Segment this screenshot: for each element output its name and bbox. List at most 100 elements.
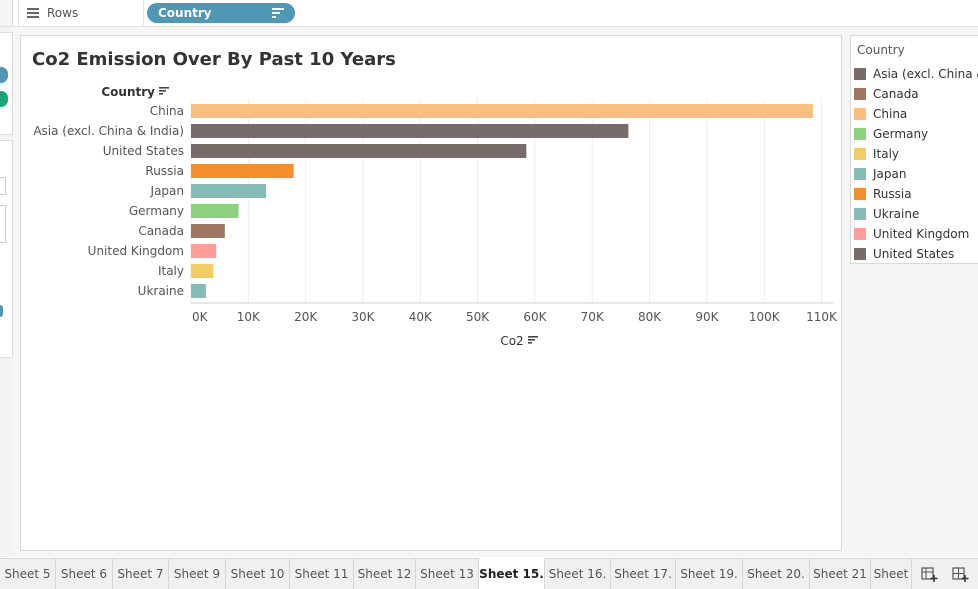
category-label: Ukraine <box>138 284 184 298</box>
bar[interactable] <box>191 164 294 178</box>
category-label: China <box>150 104 184 118</box>
left-panel-card-1 <box>0 32 13 135</box>
new-worksheet-icon[interactable] <box>920 565 938 583</box>
x-tick-label: 100K <box>749 310 781 324</box>
category-label: Germany <box>129 204 184 218</box>
chart-title: Co2 Emission Over By Past 10 Years <box>32 49 396 70</box>
bar[interactable] <box>191 184 267 198</box>
category-label: Italy <box>158 264 184 278</box>
left-panel-control-2[interactable] <box>0 205 6 243</box>
rows-shelf-label: Rows <box>18 0 144 26</box>
legend-item[interactable]: United Kingdom <box>854 224 969 244</box>
country-pill-label: Country <box>158 6 212 20</box>
legend-item[interactable]: China <box>854 104 907 124</box>
sheet-tab[interactable]: Sheet 6 <box>56 559 113 589</box>
sheet-tab[interactable]: Sheet 7 <box>113 559 169 589</box>
sheet-tab[interactable]: Sheet 10 <box>226 559 290 589</box>
x-tick-label: 10K <box>237 310 261 324</box>
sheet-tab[interactable]: Sheet 17. <box>611 559 676 589</box>
left-panel-control-1[interactable] <box>0 177 6 195</box>
legend-swatch <box>854 228 866 240</box>
category-label: Japan <box>150 184 184 198</box>
sheet-tab[interactable]: Sheet 21 <box>810 559 871 589</box>
legend-swatch <box>854 68 866 80</box>
bar[interactable] <box>191 264 214 278</box>
category-label: Asia (excl. China & India) <box>33 124 184 138</box>
legend-item[interactable]: Russia <box>854 184 912 204</box>
x-axis-sort-icon[interactable] <box>528 342 532 344</box>
bar[interactable] <box>191 124 629 138</box>
legend-swatch <box>854 168 866 180</box>
category-label: United Kingdom <box>88 244 184 258</box>
rows-list-icon <box>27 8 39 18</box>
sheet-tab[interactable]: Sheet <box>871 559 912 589</box>
new-dashboard-icon[interactable] <box>951 565 969 583</box>
legend-item[interactable]: Asia (excl. China & <box>854 64 978 84</box>
bar[interactable] <box>191 204 239 218</box>
legend-swatch <box>854 88 866 100</box>
rows-label-text: Rows <box>47 6 79 20</box>
legend-item[interactable]: United States <box>854 244 954 263</box>
rows-shelf: Rows Country <box>0 0 978 27</box>
sheet-tab[interactable]: Sheet 13 <box>416 559 479 589</box>
sheet-tab[interactable]: Sheet 11 <box>290 559 354 589</box>
category-label: Canada <box>138 224 184 238</box>
bar[interactable] <box>191 244 217 258</box>
chart-card: Co2 Emission Over By Past 10 Years Count… <box>20 35 842 551</box>
legend-item-label: Italy <box>873 147 900 161</box>
x-axis-sort-icon[interactable] <box>528 339 535 341</box>
x-tick-label: 20K <box>294 310 318 324</box>
sheet-tab[interactable]: Sheet 19. <box>676 559 743 589</box>
legend-item-label: Germany <box>873 127 929 141</box>
x-tick-label: 60K <box>523 310 547 324</box>
sheet-tab[interactable]: Sheet 15. <box>479 558 545 589</box>
bar[interactable] <box>191 224 225 238</box>
sheet-tab-bar: Sheet 5 Sheet 6 Sheet 7 Sheet 9 Sheet 10 Shee… <box>0 558 978 589</box>
legend-item[interactable]: Japan <box>854 164 906 184</box>
country-pill[interactable]: Country <box>147 3 295 23</box>
bar[interactable] <box>191 144 527 158</box>
bar[interactable] <box>191 104 813 118</box>
row-header-country[interactable]: Country <box>101 85 155 99</box>
left-panel-card-2 <box>0 140 13 358</box>
shelf-left-edge <box>0 0 13 26</box>
bar[interactable] <box>191 284 206 298</box>
legend-item[interactable]: Ukraine <box>854 204 919 224</box>
legend-swatch <box>854 188 866 200</box>
legend-item-label: Asia (excl. China & <box>873 67 978 81</box>
legend-swatch <box>854 108 866 120</box>
sheet-tab[interactable]: Sheet 12 <box>354 559 416 589</box>
x-axis-sort-icon[interactable] <box>528 336 538 338</box>
legend-item-label: Ukraine <box>873 207 920 221</box>
row-header-sort-icon[interactable] <box>159 87 169 89</box>
x-axis-title[interactable]: Co2 <box>500 334 523 348</box>
legend-item-label: United Kingdom <box>873 227 970 241</box>
legend-item[interactable]: Germany <box>854 124 928 144</box>
row-header-sort-icon[interactable] <box>159 93 163 95</box>
legend-item[interactable]: Canada <box>854 84 919 104</box>
legend-swatch <box>854 128 866 140</box>
legend-item-label: Canada <box>873 87 919 101</box>
legend-item-label: Russia <box>873 187 912 201</box>
left-panel-blue-dot[interactable] <box>0 305 3 317</box>
sheet-tab[interactable]: Sheet 16. <box>545 559 611 589</box>
category-label: United States <box>103 144 184 158</box>
legend-item[interactable]: Italy <box>854 144 899 164</box>
x-tick-label: 40K <box>409 310 433 324</box>
legend-swatch <box>854 248 866 260</box>
x-tick-label: 110K <box>806 310 838 324</box>
sheet-tab[interactable]: Sheet 9 <box>169 559 226 589</box>
sort-descending-icon[interactable] <box>272 8 284 18</box>
sheet-tab[interactable]: Sheet 5 <box>0 559 56 589</box>
legend-item-label: Japan <box>873 167 907 181</box>
left-panel-green-pill[interactable] <box>0 91 8 107</box>
legend-item-label: China <box>873 107 908 121</box>
legend-swatch <box>854 148 866 160</box>
sheet-tab[interactable]: Sheet 20. <box>743 559 810 589</box>
left-panel-blue-pill[interactable] <box>0 67 8 83</box>
category-label: Russia <box>145 164 184 178</box>
bar-chart: Country China Asia (excl. China & India) Un… <box>33 85 838 348</box>
x-tick-label: 80K <box>638 310 662 324</box>
legend-swatch <box>854 208 866 220</box>
row-header-sort-icon[interactable] <box>159 90 166 92</box>
